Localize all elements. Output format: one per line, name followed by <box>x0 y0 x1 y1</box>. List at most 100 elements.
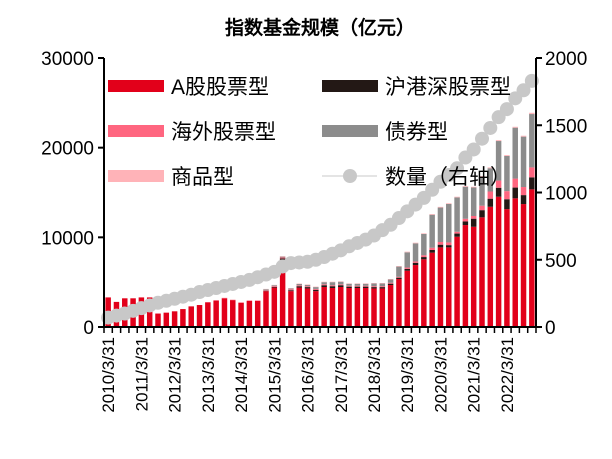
bar-segment-commodity <box>462 186 469 187</box>
x-tick-label: 2017/3/31 <box>332 337 351 413</box>
bar-segment-bond <box>495 141 502 181</box>
bar-segment-a-share <box>446 247 452 327</box>
left-tick-label: 0 <box>83 318 94 339</box>
bar-segment-overseas <box>321 284 327 286</box>
bar-segment-bond <box>387 279 394 283</box>
legend-item-count: 数量（右轴） <box>322 166 511 189</box>
bar-segment-bond <box>437 207 444 242</box>
bar-segment-commodity <box>412 242 419 244</box>
bar-segment-overseas <box>404 267 410 269</box>
bar-segment-a-share <box>205 302 211 327</box>
bar-segment-overseas <box>304 286 311 288</box>
bar-segment-hk-sh-sz <box>520 195 527 205</box>
bar-segment-hk-sh-sz <box>304 287 311 289</box>
bar-segment-hk-sh-sz <box>412 262 419 266</box>
bar-segment-hk-sh-sz <box>387 283 394 286</box>
bar-segment-overseas <box>446 242 452 246</box>
bar-segment-a-share <box>188 306 194 327</box>
bar-segment-bond <box>512 127 518 179</box>
bar-segment-a-share <box>387 285 394 327</box>
bar-segment-commodity <box>487 167 494 169</box>
bar-segment-hk-sh-sz <box>313 289 319 292</box>
bar-segment-a-share <box>362 287 369 327</box>
bar-segment-bond <box>279 256 286 258</box>
bar-segment-a-share <box>155 313 161 327</box>
bar-segment-bond <box>304 284 311 287</box>
x-tick-label: 2019/3/31 <box>398 337 417 413</box>
bar-segment-commodity <box>421 233 427 234</box>
bar-segment-overseas <box>412 261 419 263</box>
bar-segment-overseas <box>329 285 336 287</box>
x-tick-label: 2020/3/31 <box>431 337 450 413</box>
legend-label: 沪港深股票型 <box>385 76 511 99</box>
right-tick-label: 500 <box>545 251 577 272</box>
count-point <box>516 83 531 98</box>
bar-segment-commodity <box>495 140 502 142</box>
bar-segment-overseas <box>271 286 278 287</box>
bar-segment-bond <box>354 283 361 286</box>
bar-segment-a-share <box>495 196 502 327</box>
bar-segment-bond <box>379 283 386 287</box>
bar-segment-bond <box>362 283 369 286</box>
bar-segment-hk-sh-sz <box>354 286 361 288</box>
bar-segment-hk-sh-sz <box>371 287 377 289</box>
legend-swatch-icon <box>108 80 164 92</box>
bar-segment-a-share <box>296 287 302 327</box>
bar-segment-commodity <box>470 186 477 188</box>
count-point <box>483 120 498 135</box>
bar-segment-a-share <box>504 209 510 327</box>
bar-segment-overseas <box>354 285 361 287</box>
bar-segment-hk-sh-sz <box>396 277 402 280</box>
bar-segment-a-share <box>321 287 327 327</box>
bar-segment-a-share <box>520 204 527 327</box>
bar-segment-hk-sh-sz <box>462 221 469 226</box>
bar-segment-a-share <box>479 217 485 327</box>
bar-segment-a-share <box>512 198 518 327</box>
bar-segment-a-share <box>454 236 460 327</box>
left-tick-label: 20000 <box>41 139 94 160</box>
bar-segment-hk-sh-sz <box>479 210 485 218</box>
bar-segment-commodity <box>404 251 410 253</box>
bar-segment-a-share <box>329 287 336 327</box>
bar-segment-hk-sh-sz <box>512 187 518 199</box>
x-tick-label: 2014/3/31 <box>232 337 251 413</box>
count-point <box>499 102 514 117</box>
bar-segment-overseas <box>371 286 377 288</box>
x-tick-label: 2018/3/31 <box>365 337 384 413</box>
bar-segment-a-share <box>230 300 236 327</box>
legend-label: 商品型 <box>171 166 234 189</box>
bar-segment-overseas <box>479 205 485 211</box>
bar-segment-a-share <box>338 287 344 327</box>
bar-segment-bond <box>371 283 377 287</box>
bar-segment-a-share <box>429 252 435 327</box>
bar-segment-a-share <box>371 288 377 327</box>
bar-segment-bond <box>329 282 336 286</box>
bar-segment-bond <box>296 283 302 286</box>
bar-segment-hk-sh-sz <box>487 198 494 207</box>
count-line-layer <box>101 73 539 325</box>
bars-layer <box>105 112 535 327</box>
x-tick-label: 2012/3/31 <box>166 337 185 413</box>
bar-segment-hk-sh-sz <box>338 285 344 288</box>
bar-segment-a-share <box>313 291 319 327</box>
bar-segment-bond <box>462 186 469 219</box>
bar-segment-commodity <box>529 112 535 115</box>
legend-item-a-share: A股股票型 <box>108 76 269 99</box>
bar-segment-hk-sh-sz <box>429 249 435 253</box>
bar-segment-bond <box>487 168 494 192</box>
bar-segment-a-share <box>279 259 286 327</box>
bar-segment-hk-sh-sz <box>495 187 502 197</box>
x-tick-label: 2021/3/31 <box>465 337 484 413</box>
bar-segment-hk-sh-sz <box>454 233 460 237</box>
bar-segment-hk-sh-sz <box>437 244 444 248</box>
bar-segment-bond <box>454 197 460 232</box>
x-tick-label: 2010/3/31 <box>99 337 118 413</box>
bar-segment-hk-sh-sz <box>504 199 510 210</box>
bar-segment-a-share <box>271 287 278 327</box>
bar-segment-hk-sh-sz <box>529 177 535 190</box>
right-tick-label: 1000 <box>545 184 587 205</box>
bar-segment-a-share <box>404 270 410 327</box>
bar-segment-hk-sh-sz <box>279 258 286 260</box>
